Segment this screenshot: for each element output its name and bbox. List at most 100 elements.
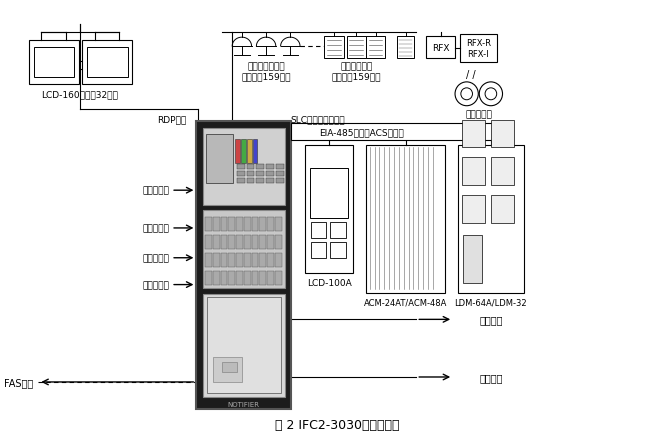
- Bar: [207, 298, 281, 393]
- Bar: [82, 41, 132, 85]
- Bar: [213, 271, 219, 285]
- Bar: [237, 165, 245, 170]
- Bar: [426, 37, 455, 59]
- Bar: [309, 169, 348, 219]
- Bar: [236, 253, 243, 267]
- Bar: [266, 165, 274, 170]
- Bar: [266, 179, 274, 184]
- Bar: [203, 211, 284, 288]
- Bar: [397, 37, 415, 59]
- Bar: [291, 124, 503, 141]
- Bar: [252, 253, 258, 267]
- Bar: [29, 41, 79, 85]
- Text: 两线电话: 两线电话: [479, 314, 503, 325]
- Text: 故障继电器: 故障继电器: [143, 224, 170, 233]
- Bar: [256, 165, 264, 170]
- Bar: [244, 235, 250, 249]
- Bar: [462, 158, 485, 186]
- Bar: [196, 121, 291, 409]
- Bar: [205, 253, 212, 267]
- Bar: [221, 235, 227, 249]
- Text: RFX-R
RFX-I: RFX-R RFX-I: [466, 39, 491, 59]
- Bar: [267, 253, 274, 267]
- Bar: [236, 235, 243, 249]
- Text: 安防继电器: 安防继电器: [143, 280, 170, 290]
- Bar: [275, 253, 282, 267]
- Text: LDM-64A/LDM-32: LDM-64A/LDM-32: [455, 298, 527, 307]
- Text: / /: / /: [466, 70, 476, 80]
- Bar: [267, 235, 274, 249]
- Bar: [256, 172, 264, 177]
- Bar: [247, 172, 254, 177]
- Bar: [205, 235, 212, 249]
- Bar: [34, 48, 74, 78]
- Bar: [366, 146, 445, 293]
- Text: FAS网络: FAS网络: [5, 377, 34, 387]
- Bar: [244, 271, 250, 285]
- Text: 火警继电器: 火警继电器: [143, 186, 170, 195]
- Bar: [221, 218, 227, 231]
- Bar: [241, 139, 246, 164]
- Bar: [330, 242, 346, 258]
- Bar: [213, 253, 219, 267]
- Bar: [223, 362, 237, 372]
- Text: 各型智能模块
（每回路159个）: 各型智能模块 （每回路159个）: [332, 62, 381, 81]
- Bar: [221, 253, 227, 267]
- Text: 音频输出: 音频输出: [479, 372, 503, 382]
- Bar: [247, 179, 254, 184]
- Bar: [228, 235, 235, 249]
- Bar: [228, 253, 235, 267]
- Text: ACM-24AT/ACM-48A: ACM-24AT/ACM-48A: [364, 298, 447, 307]
- Text: NOTIFIER: NOTIFIER: [228, 401, 260, 407]
- Bar: [235, 139, 240, 164]
- Bar: [330, 223, 346, 238]
- Bar: [87, 48, 127, 78]
- Bar: [460, 35, 497, 63]
- Text: RDP接口: RDP接口: [158, 115, 187, 124]
- Text: RFX: RFX: [432, 43, 449, 53]
- Bar: [247, 165, 254, 170]
- Bar: [275, 218, 282, 231]
- Bar: [221, 271, 227, 285]
- Text: EIA-485接口（ACS模式）: EIA-485接口（ACS模式）: [319, 128, 404, 137]
- Bar: [311, 223, 326, 238]
- Bar: [244, 253, 250, 267]
- Bar: [203, 128, 284, 205]
- Bar: [275, 271, 282, 285]
- Bar: [236, 271, 243, 285]
- Bar: [244, 218, 250, 231]
- Bar: [247, 139, 252, 164]
- Bar: [462, 120, 485, 148]
- Text: 监管继电器: 监管继电器: [143, 254, 170, 263]
- Bar: [275, 235, 282, 249]
- Bar: [267, 218, 274, 231]
- Bar: [252, 218, 258, 231]
- Bar: [237, 179, 245, 184]
- Bar: [311, 242, 326, 258]
- Bar: [346, 37, 366, 59]
- Bar: [266, 172, 274, 177]
- Bar: [276, 179, 284, 184]
- Bar: [252, 235, 258, 249]
- Bar: [305, 146, 353, 273]
- Bar: [260, 253, 266, 267]
- Bar: [256, 179, 264, 184]
- Bar: [276, 172, 284, 177]
- Bar: [462, 196, 485, 223]
- Bar: [213, 218, 219, 231]
- Bar: [458, 146, 524, 293]
- Bar: [205, 218, 212, 231]
- Text: SLC接口（十回路）: SLC接口（十回路）: [290, 115, 345, 124]
- Bar: [228, 218, 235, 231]
- Bar: [260, 218, 266, 231]
- Bar: [463, 235, 482, 283]
- Bar: [276, 165, 284, 170]
- Text: LCD-100A: LCD-100A: [307, 279, 351, 287]
- Bar: [237, 172, 245, 177]
- Bar: [491, 158, 514, 186]
- Bar: [203, 294, 284, 397]
- Bar: [260, 235, 266, 249]
- Text: LCD-160（最多32个）: LCD-160（最多32个）: [41, 90, 118, 99]
- Bar: [366, 37, 385, 59]
- Bar: [252, 271, 258, 285]
